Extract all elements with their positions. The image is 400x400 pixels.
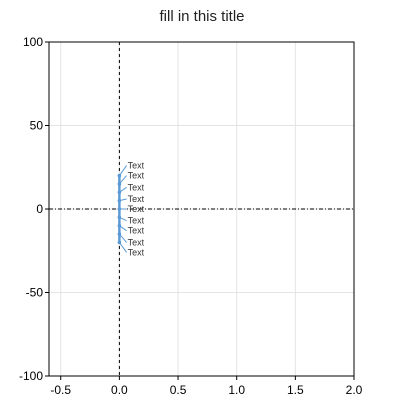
annotation-leader-line [119,225,127,232]
annotation-label: Text [128,182,145,192]
annotation-label: Text [128,194,145,204]
y-axis-ticks: -100 -50 0 50 100 [19,35,49,383]
x-tick-label: 0.5 [170,383,187,397]
annotation-leader-line [119,198,127,202]
reference-lines [49,42,354,376]
x-tick-label: 1.5 [287,383,304,397]
y-tick-label: -50 [26,286,44,300]
annotation-leader-line [118,242,128,253]
annotation-leader-line [118,165,128,176]
annotation-leader-line [119,186,127,193]
x-tick-label: -0.5 [50,383,71,397]
x-axis-ticks: -0.5 0.0 0.5 1.0 1.5 2.0 [50,376,363,397]
y-tick-label: 0 [36,202,43,216]
x-tick-label: 0.0 [111,383,128,397]
y-tick-label: 50 [30,119,44,133]
annotation-leader-line [119,233,127,243]
annotation-label: Text [128,226,145,236]
y-tick-label: 100 [23,35,43,49]
annotation-leader-line [119,175,127,185]
annotation-label: Text [128,247,145,257]
annotation-label: Text [128,171,145,181]
chart-title: fill in this title [159,8,244,25]
annotation-label: Text [128,204,145,214]
x-tick-label: 2.0 [346,383,363,397]
y-tick-label: -100 [19,369,43,383]
annotation-label: Text [128,237,145,247]
annotation-leader-line [119,216,127,222]
annotation-label: Text [128,161,145,171]
x-tick-label: 1.0 [228,383,245,397]
annotation-label: Text [128,216,145,226]
